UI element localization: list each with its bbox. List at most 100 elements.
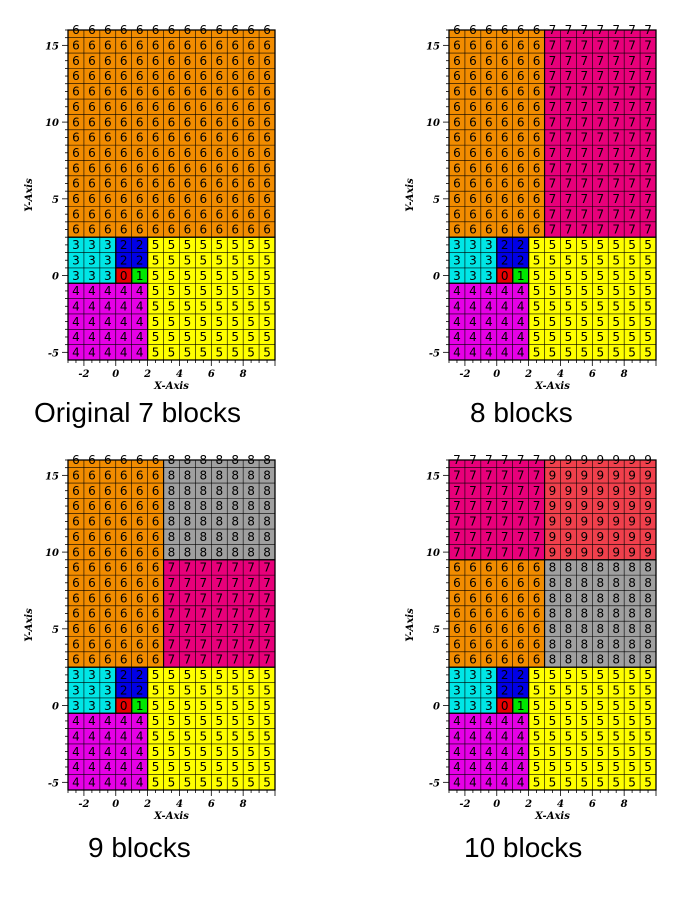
cell-label: 8: [565, 637, 573, 651]
cell-label: 5: [231, 683, 239, 697]
cell-label: 4: [469, 729, 477, 743]
cell-label: 7: [263, 622, 271, 636]
cell-label: 6: [120, 100, 128, 114]
cell-label: 6: [88, 131, 96, 145]
cell-label: 6: [104, 85, 112, 99]
cell-label: 5: [231, 238, 239, 252]
cell-label: 6: [72, 515, 80, 529]
cell-label: 4: [517, 745, 525, 759]
cell-label: 5: [565, 729, 573, 743]
cell-label: 3: [453, 238, 461, 252]
cell-label: 9: [596, 515, 604, 529]
cell-label: 6: [184, 100, 192, 114]
cell-label: 9: [644, 515, 652, 529]
cell-label: 2: [120, 253, 128, 267]
block-7: [163, 559, 275, 668]
cell-label: 6: [104, 545, 112, 559]
cell-label: 5: [152, 760, 160, 774]
cell-label: 5: [644, 346, 652, 360]
cell-label: 4: [485, 714, 493, 728]
cell-label: 6: [88, 207, 96, 221]
cell-label: 5: [152, 745, 160, 759]
cell-label: 9: [565, 530, 573, 544]
cell-label: 0: [120, 269, 128, 283]
cell-label: 6: [469, 54, 477, 68]
x-tick-label: 4: [557, 799, 564, 810]
cell-label: 7: [581, 192, 589, 206]
cell-label: 6: [501, 607, 509, 621]
cell-label: 4: [120, 315, 128, 329]
cell-label: 6: [184, 39, 192, 53]
cell-label: 5: [612, 284, 620, 298]
y-tick-label: 10: [45, 548, 59, 559]
cell-label: 5: [612, 346, 620, 360]
cell-label: 5: [200, 745, 208, 759]
cell-label: 4: [469, 315, 477, 329]
cell-label: 5: [596, 714, 604, 728]
cell-label: 5: [200, 269, 208, 283]
x-tick-label: 6: [208, 799, 215, 810]
cell-label: 6: [168, 177, 176, 191]
cell-label: 6: [136, 207, 144, 221]
cell-label: 6: [215, 161, 223, 175]
cell-label: 5: [152, 346, 160, 360]
cell-label: 6: [485, 561, 493, 575]
cell-label: 5: [596, 683, 604, 697]
cell-label: 7: [517, 545, 525, 559]
cell-label: 6: [152, 545, 160, 559]
cell-label: 6: [517, 39, 525, 53]
x-tick-label: 4: [176, 369, 183, 380]
cell-label: 6: [247, 161, 255, 175]
cell-label: 7: [517, 484, 525, 498]
cell-label: 9: [596, 499, 604, 513]
cell-label: 5: [596, 668, 604, 682]
cell-label: 7: [168, 591, 176, 605]
cell-label: 6: [72, 131, 80, 145]
cell-label: 6: [501, 54, 509, 68]
cell-label: 8: [247, 515, 255, 529]
cell-label: 6: [263, 161, 271, 175]
cell-label: 6: [104, 561, 112, 575]
cell-label: 6: [88, 192, 96, 206]
cell-label: 6: [215, 177, 223, 191]
cell-label: 6: [200, 146, 208, 160]
block-1: [131, 267, 148, 284]
cell-label: 5: [581, 299, 589, 313]
cell-label: 7: [263, 591, 271, 605]
cell-label: 5: [184, 776, 192, 790]
cell-label: 7: [612, 161, 620, 175]
cell-label: 5: [612, 714, 620, 728]
cell-label: 5: [247, 729, 255, 743]
cell-label: 1: [517, 269, 525, 283]
cell-label: 7: [517, 469, 525, 483]
cell-label: 8: [581, 637, 589, 651]
cell-label: 6: [136, 85, 144, 99]
cell-label: 6: [136, 100, 144, 114]
cell-label: 6: [168, 146, 176, 160]
cell-label: 9: [644, 530, 652, 544]
cell-label: 9: [581, 499, 589, 513]
cell-label: 6: [72, 85, 80, 99]
cell-label: 6: [215, 39, 223, 53]
cell-label: 6: [72, 54, 80, 68]
cell-label: 7: [549, 115, 557, 129]
x-tick-label: 0: [112, 369, 119, 380]
cell-label: 6: [453, 576, 461, 590]
cell-label: 5: [231, 346, 239, 360]
cell-label: 8: [612, 622, 620, 636]
cell-label: 7: [215, 607, 223, 621]
cell-label: 6: [533, 131, 541, 145]
x-tick-label: 8: [621, 369, 628, 380]
cell-label: 8: [565, 561, 573, 575]
cell-label: 5: [533, 668, 541, 682]
cell-label: 8: [549, 561, 557, 575]
cell-label: 6: [533, 576, 541, 590]
cell-label: 7: [168, 607, 176, 621]
cell-label: 6: [485, 192, 493, 206]
cell-label: 6: [533, 207, 541, 221]
cell-label: 4: [501, 729, 509, 743]
cell-label: 9: [612, 484, 620, 498]
cell-label: 7: [628, 39, 636, 53]
cell-label: 5: [581, 683, 589, 697]
cell-label: 7: [469, 484, 477, 498]
